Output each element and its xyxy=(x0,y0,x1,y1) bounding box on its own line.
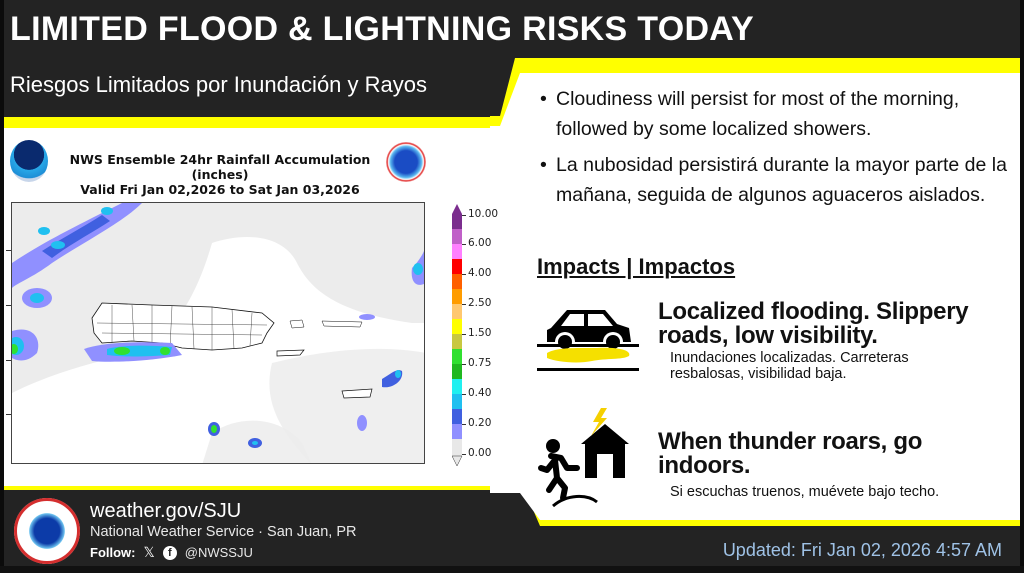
colorbar-label: 0.40 xyxy=(468,387,492,399)
header-band xyxy=(4,0,494,117)
follow-label: Follow: xyxy=(90,545,136,560)
impact-subtext: Inundaciones localizadas. Carreteras res… xyxy=(670,350,909,382)
social-handle[interactable]: @NWSSJU xyxy=(184,545,253,560)
impact-headline: Localized flooding. Slippery roads, low … xyxy=(658,298,969,349)
bullet-dot: • xyxy=(540,88,547,110)
page-subtitle: Riesgos Limitados por Inundación y Rayos xyxy=(10,72,428,97)
bullet-spanish: • La nubosidad persistirá durante la may… xyxy=(540,150,1010,210)
nws-footer-logo-icon xyxy=(14,498,80,564)
colorbar-label: 1.50 xyxy=(468,327,492,339)
rainfall-map xyxy=(11,202,425,464)
accent-stripe-top xyxy=(4,115,494,129)
impact-lightning: When thunder roars, go indoors. Si escuc… xyxy=(537,408,1007,508)
x-icon[interactable]: 𝕏 xyxy=(143,544,155,560)
flooded-car-icon xyxy=(537,310,639,371)
colorbar-label: 6.00 xyxy=(468,237,492,249)
bullet-english: • Cloudiness will persist for most of th… xyxy=(540,84,1010,144)
colorbar-label: 4.00 xyxy=(468,267,492,279)
updated-timestamp: Updated: Fri Jan 02, 2026 4:57 AM xyxy=(722,540,1002,560)
bullet-dot: • xyxy=(540,154,547,176)
colorbar-label: 0.00 xyxy=(468,447,492,459)
facebook-icon[interactable]: f xyxy=(162,545,177,560)
accent-stripe-bottom xyxy=(4,484,500,490)
info-panel xyxy=(490,73,1020,520)
axis-tick xyxy=(6,414,11,415)
map-header: NWS Ensemble 24hr Rainfall Accumulation … xyxy=(10,138,430,197)
noaa-logo-icon xyxy=(10,140,48,182)
colorbar-label: 0.75 xyxy=(468,357,492,369)
left-edge xyxy=(0,0,4,573)
colorbar-label: 0.20 xyxy=(468,417,492,429)
right-edge xyxy=(1020,0,1024,573)
colorbar-scale xyxy=(452,204,463,466)
rainfall-colorbar: 10.00 6.00 4.00 2.50 1.50 0.75 0.40 0.20… xyxy=(452,204,512,466)
website-link[interactable]: weather.gov/SJU xyxy=(90,500,242,522)
impacts-heading: Impacts | Impactos xyxy=(537,254,736,279)
lightning-shelter-icon xyxy=(538,408,629,508)
axis-tick xyxy=(6,360,11,361)
impact-headline: When thunder roars, go indoors. xyxy=(658,428,923,479)
colorbar-label: 2.50 xyxy=(468,297,492,309)
axis-tick xyxy=(6,305,11,306)
page-title: LIMITED FLOOD & LIGHTNING RISKS TODAY xyxy=(10,10,755,48)
social-follow: Follow: 𝕏 f @NWSSJU xyxy=(90,544,253,561)
rainfall-map-graphic xyxy=(12,203,424,463)
axis-tick xyxy=(6,250,11,251)
nws-logo-icon xyxy=(386,142,426,182)
colorbar-label: 10.00 xyxy=(468,208,499,220)
map-title: NWS Ensemble 24hr Rainfall Accumulation … xyxy=(69,152,371,197)
office-name: National Weather Service · San Juan, PR xyxy=(90,524,357,540)
forecast-bullets: • Cloudiness will persist for most of th… xyxy=(540,84,1010,216)
impact-subtext: Si escuchas truenos, muévete bajo techo. xyxy=(670,484,940,500)
bottom-edge xyxy=(0,566,1024,573)
impact-flooding: Localized flooding. Slippery roads, low … xyxy=(537,298,1007,382)
